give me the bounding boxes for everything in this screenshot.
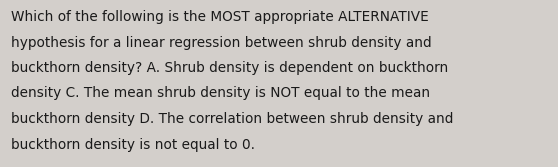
Text: hypothesis for a linear regression between shrub density and: hypothesis for a linear regression betwe… — [11, 36, 432, 49]
Text: buckthorn density? A. Shrub density is dependent on buckthorn: buckthorn density? A. Shrub density is d… — [11, 61, 448, 75]
Text: Which of the following is the MOST appropriate ALTERNATIVE: Which of the following is the MOST appro… — [11, 10, 429, 24]
Text: density C. The mean shrub density is NOT equal to the mean: density C. The mean shrub density is NOT… — [11, 87, 430, 101]
Text: buckthorn density is not equal to 0.: buckthorn density is not equal to 0. — [11, 137, 255, 151]
Text: buckthorn density D. The correlation between shrub density and: buckthorn density D. The correlation bet… — [11, 112, 453, 126]
